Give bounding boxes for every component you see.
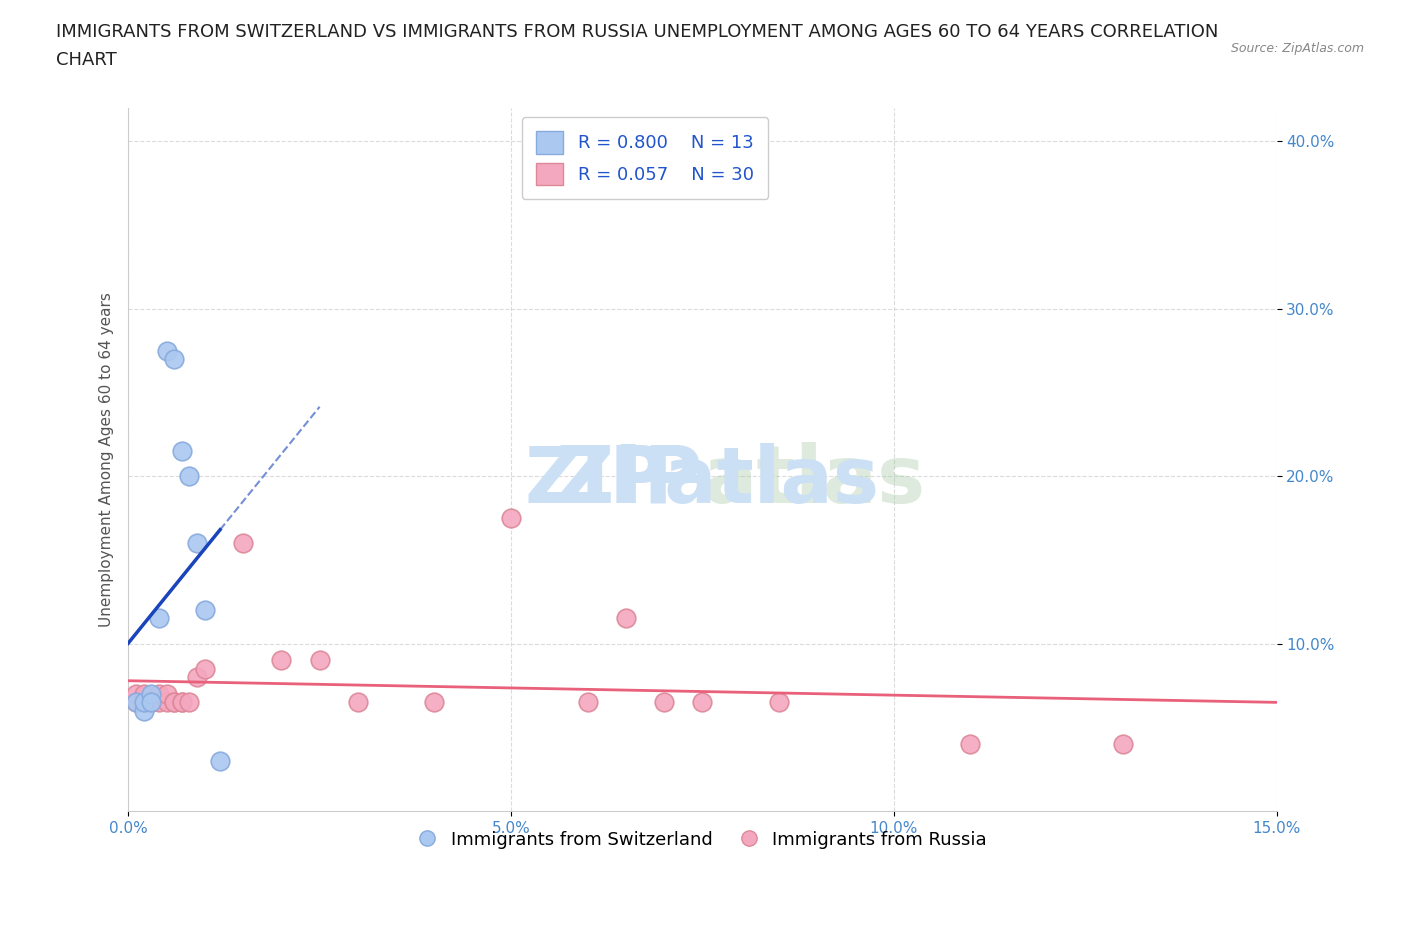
Point xyxy=(1112,737,1135,751)
Point xyxy=(148,611,170,626)
Point xyxy=(163,352,186,366)
Text: ZIP: ZIP xyxy=(555,442,703,520)
Point xyxy=(170,695,193,710)
Legend: Immigrants from Switzerland, Immigrants from Russia: Immigrants from Switzerland, Immigrants … xyxy=(409,822,995,858)
Point xyxy=(132,695,155,710)
Text: IMMIGRANTS FROM SWITZERLAND VS IMMIGRANTS FROM RUSSIA UNEMPLOYMENT AMONG AGES 60: IMMIGRANTS FROM SWITZERLAND VS IMMIGRANT… xyxy=(56,23,1219,41)
Point xyxy=(155,343,177,358)
Point xyxy=(768,695,790,710)
Point xyxy=(194,603,217,618)
Text: atlas: atlas xyxy=(703,442,925,520)
Point xyxy=(576,695,599,710)
Point xyxy=(499,511,522,525)
Point xyxy=(163,695,186,710)
Point xyxy=(125,686,148,701)
Text: ZIPatlas: ZIPatlas xyxy=(524,443,880,519)
Point xyxy=(179,695,201,710)
Point xyxy=(232,536,254,551)
Point xyxy=(148,695,170,710)
Point xyxy=(423,695,446,710)
Point xyxy=(194,661,217,676)
Point xyxy=(141,695,163,710)
Point xyxy=(270,653,292,668)
Point xyxy=(155,695,177,710)
Y-axis label: Unemployment Among Ages 60 to 64 years: Unemployment Among Ages 60 to 64 years xyxy=(100,292,114,627)
Point xyxy=(170,695,193,710)
Point xyxy=(141,686,163,701)
Point xyxy=(132,686,155,701)
Point xyxy=(347,695,370,710)
Text: Source: ZipAtlas.com: Source: ZipAtlas.com xyxy=(1230,42,1364,55)
Point xyxy=(163,695,186,710)
Point xyxy=(125,695,148,710)
Point xyxy=(308,653,330,668)
Text: CHART: CHART xyxy=(56,51,117,69)
Point xyxy=(125,695,148,710)
Point xyxy=(179,469,201,484)
Point xyxy=(141,695,163,710)
Point xyxy=(959,737,981,751)
Point xyxy=(148,686,170,701)
Point xyxy=(209,753,232,768)
Point xyxy=(652,695,675,710)
Point xyxy=(614,611,637,626)
Point xyxy=(132,695,155,710)
Point xyxy=(155,686,177,701)
Point xyxy=(170,444,193,458)
Point xyxy=(186,536,208,551)
Point xyxy=(186,670,208,684)
Point xyxy=(132,703,155,718)
Point xyxy=(141,695,163,710)
Point xyxy=(692,695,714,710)
